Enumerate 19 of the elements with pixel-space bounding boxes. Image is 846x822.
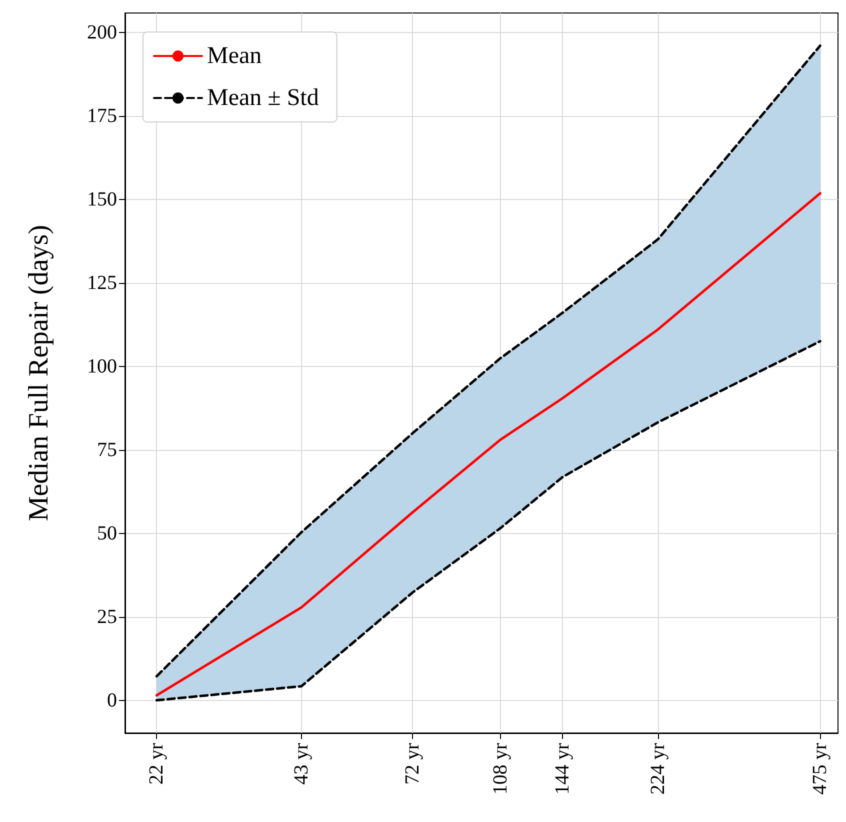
y-tick-label: 150	[87, 188, 117, 210]
x-tick-label: 72 yr	[402, 742, 424, 785]
y-tick-label: 200	[87, 21, 117, 44]
y-tick-label: 50	[97, 522, 117, 544]
y-tick-label: 175	[87, 104, 117, 127]
y-tick-label: 125	[87, 272, 117, 294]
y-tick-label: 100	[87, 355, 117, 378]
x-tick-label: 224 yr	[646, 742, 669, 795]
legend-label: Mean	[207, 43, 262, 69]
x-tick-label: 475 yr	[809, 742, 832, 795]
y-tick-label: 0	[107, 689, 117, 712]
x-tick-label: 22 yr	[146, 742, 168, 785]
x-tick-label: 43 yr	[290, 742, 312, 785]
x-tick-label: 144 yr	[551, 742, 574, 795]
y-axis-title: Median Full Repair (days)	[24, 224, 54, 522]
y-tick-label: 75	[97, 438, 117, 461]
x-tick-label: 108 yr	[489, 742, 512, 795]
y-tick-label: 25	[97, 606, 117, 628]
legend-label: Mean ± Std	[207, 85, 319, 111]
